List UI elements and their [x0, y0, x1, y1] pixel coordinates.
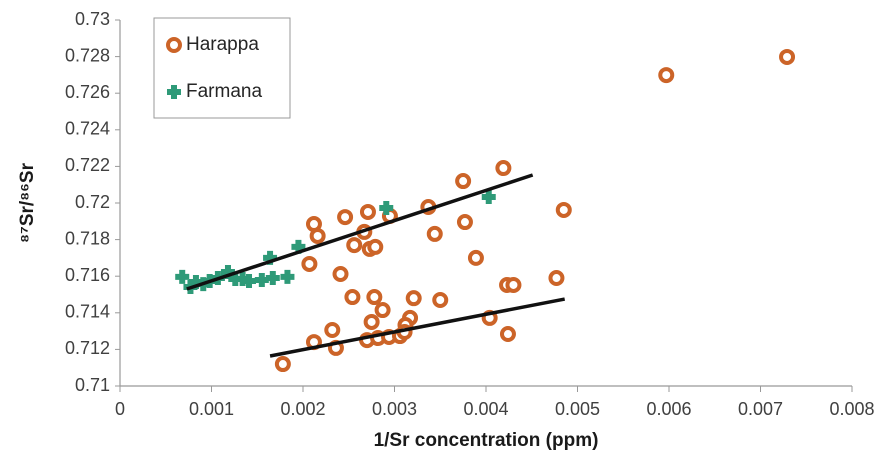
y-tick-label: 0.722 [65, 155, 110, 175]
x-tick-label: 0.001 [189, 399, 234, 419]
plus-marker [188, 275, 203, 290]
ring-marker [505, 276, 522, 293]
y-tick-label: 0.72 [75, 192, 110, 212]
ring-marker [274, 356, 291, 373]
ring-marker [548, 270, 565, 287]
plus-marker [263, 250, 278, 265]
plus-marker [175, 269, 190, 284]
ring-marker [366, 289, 383, 306]
trend-line [186, 173, 534, 291]
ring-marker [332, 266, 349, 283]
plus-marker [167, 85, 181, 99]
y-tick-label: 0.714 [65, 302, 110, 322]
plus-marker [280, 269, 295, 284]
plus-marker [242, 273, 257, 288]
ring-marker [301, 255, 318, 272]
y-tick-label: 0.71 [75, 375, 110, 395]
legend-box [153, 17, 291, 119]
ring-marker [455, 173, 472, 190]
x-tick-label: 0.006 [646, 399, 691, 419]
x-tick-label: 0 [115, 399, 125, 419]
plus-marker [291, 239, 306, 254]
y-tick-label: 0.712 [65, 338, 110, 358]
ring-marker [658, 67, 675, 84]
y-tick-label: 0.718 [65, 228, 110, 248]
y-tick-label: 0.726 [65, 82, 110, 102]
legend: Harappa Farmana [153, 17, 291, 119]
legend-label: Farmana [186, 81, 262, 102]
y-tick-label: 0.716 [65, 265, 110, 285]
ring-marker [495, 160, 512, 177]
x-axis-title: 1/Sr concentration (ppm) [374, 430, 599, 451]
ring-marker [374, 302, 391, 319]
trend-line [269, 297, 566, 358]
x-tick-label: 0.002 [280, 399, 325, 419]
ring-marker [467, 249, 484, 266]
ring-marker [166, 37, 182, 53]
ring-marker [309, 227, 326, 244]
x-tick-label: 0.003 [372, 399, 417, 419]
ring-marker [344, 289, 361, 306]
ring-marker [346, 237, 363, 254]
ring-marker [363, 313, 380, 330]
plus-marker [265, 271, 280, 286]
ring-marker [555, 201, 572, 218]
y-tick-label: 0.724 [65, 119, 110, 139]
ring-marker [426, 225, 443, 242]
ring-marker [324, 322, 341, 339]
ring-marker [337, 209, 354, 226]
plus-marker [379, 200, 394, 215]
plus-marker [481, 189, 496, 204]
ring-marker [405, 290, 422, 307]
plus-marker [220, 264, 235, 279]
plus-marker [254, 273, 269, 288]
x-tick-label: 0.007 [738, 399, 783, 419]
x-tick-label: 0.005 [555, 399, 600, 419]
ring-marker [499, 326, 516, 343]
y-tick-label: 0.728 [65, 45, 110, 65]
y-tick-label: 0.73 [75, 9, 110, 29]
ring-marker [432, 291, 449, 308]
y-axis-title: ⁸⁷Sr/⁸⁶Sr [17, 162, 38, 243]
ring-marker [367, 238, 384, 255]
ring-marker [779, 48, 796, 65]
x-tick-label: 0.008 [829, 399, 874, 419]
ring-marker [359, 203, 376, 220]
legend-label: Harappa [186, 34, 259, 55]
plus-marker [228, 271, 243, 286]
ring-marker [456, 214, 473, 231]
x-tick-label: 0.004 [463, 399, 508, 419]
